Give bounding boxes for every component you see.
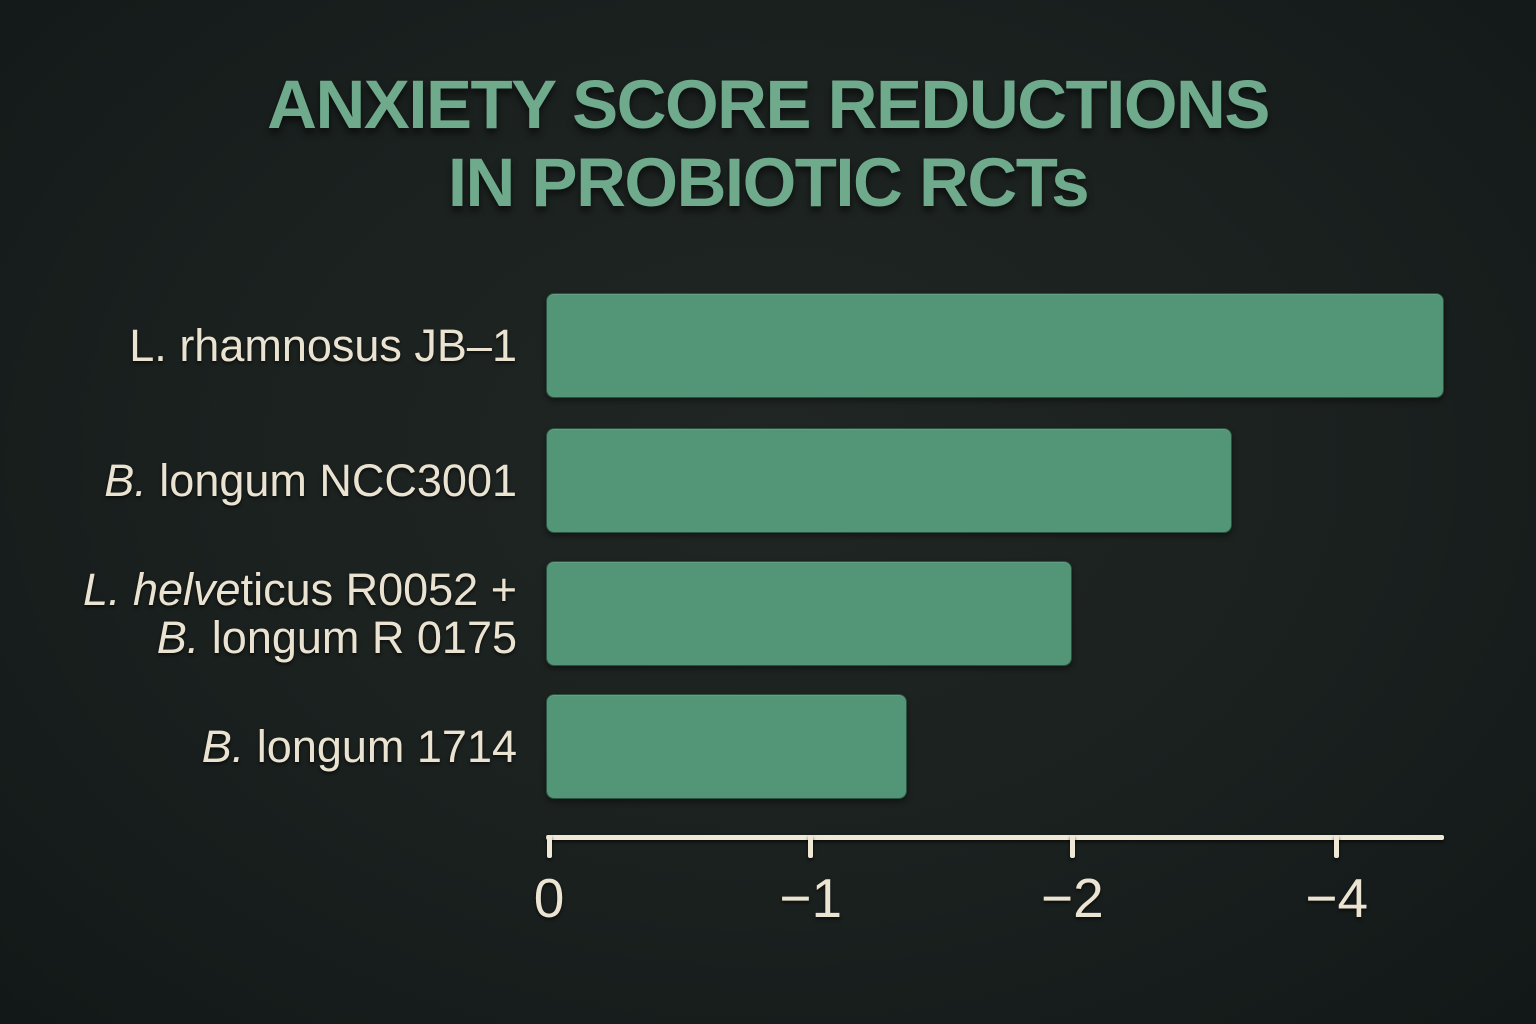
label-text: longum R 0175	[199, 611, 517, 663]
chart-title: ANXIETY SCORE REDUCTIONS IN PROBIOTIC RC…	[0, 66, 1536, 222]
x-axis-tick	[1069, 835, 1075, 858]
category-label-b-longum-ncc3001: B. longum NCC3001	[87, 428, 517, 533]
bar-l-rhamnosus-jb-1	[546, 293, 1444, 398]
label-text: ticus R0052 +	[240, 563, 517, 615]
genus-abbrev-italic: B.	[156, 611, 200, 663]
genus-abbrev-italic: B.	[104, 454, 147, 506]
category-label-line: B. longum NCC3001	[104, 454, 517, 506]
category-label-b-longum-1714: B. longum 1714	[87, 694, 517, 799]
label-text: longum NCC3001	[146, 454, 517, 506]
chart-title-line2: IN PROBIOTIC RCTs	[447, 144, 1090, 221]
category-label-line: B. longum R 0175	[156, 611, 517, 663]
category-label-line: L. rhamnosus JB–1	[129, 319, 517, 371]
category-label-line: L. helveticus R0052 +	[82, 563, 517, 615]
bar-l-helveticus-r0052-b-longum-r0175	[546, 561, 1072, 666]
label-text: longum 1714	[244, 720, 517, 772]
genus-abbrev-italic: B.	[201, 720, 245, 772]
x-axis: 0 −1 −2 −4	[534, 835, 1444, 929]
bar-b-longum-ncc3001	[546, 428, 1232, 533]
x-axis-line	[546, 835, 1444, 840]
x-axis-tick-label: −1	[779, 867, 843, 929]
category-label-line: B. longum 1714	[201, 720, 517, 772]
label-text: L. rhamnosus JB–1	[129, 319, 517, 371]
x-axis-tick-label: −2	[1041, 867, 1104, 929]
chart-title-line1: ANXIETY SCORE REDUCTIONS	[267, 66, 1270, 143]
x-axis-tick-label: 0	[533, 867, 565, 929]
category-label-l-helveticus-r0052-b-longum-r0175: L. helveticus R0052 + B. longum R 0175	[83, 561, 517, 666]
bar-b-longum-1714	[546, 694, 907, 799]
x-axis-tick-label: −4	[1305, 867, 1369, 929]
category-label-l-rhamnosus-jb-1: L. rhamnosus JB–1	[87, 293, 517, 398]
genus-abbrev-italic: L. helve	[82, 563, 241, 615]
x-axis-tick	[546, 835, 552, 858]
x-axis-tick	[808, 835, 814, 858]
x-axis-tick	[1334, 835, 1340, 858]
